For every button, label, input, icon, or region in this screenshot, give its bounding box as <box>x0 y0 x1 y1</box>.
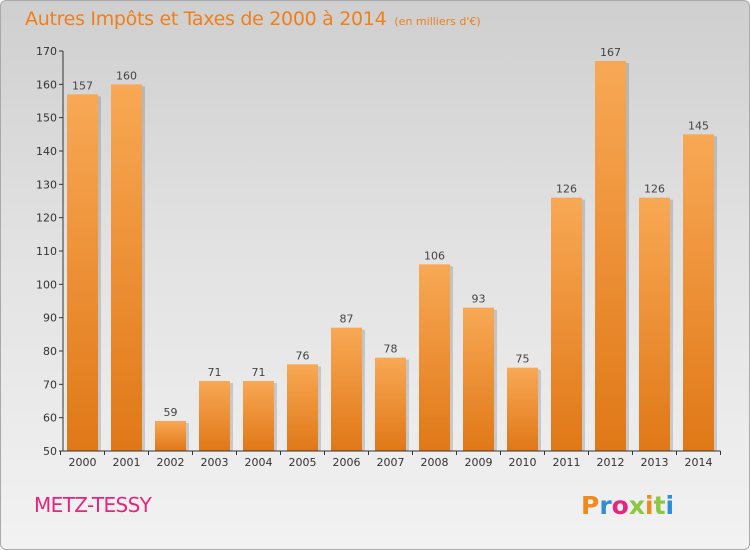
x-tick-label-2013: 2013 <box>641 456 669 469</box>
x-tick-label-2010: 2010 <box>509 456 537 469</box>
chart-title-block: Autres Impôts et Taxes de 2000 à 2014 (en… <box>25 8 481 30</box>
y-tick-label-130: 130 <box>36 178 57 191</box>
x-tick-label-2004: 2004 <box>245 456 273 469</box>
value-label-2011: 126 <box>556 183 577 196</box>
x-tick-label-2011: 2011 <box>553 456 581 469</box>
y-tick-label-90: 90 <box>43 312 57 325</box>
bar-2004 <box>243 381 274 451</box>
value-label-2008: 106 <box>424 249 445 262</box>
value-label-2010: 75 <box>516 353 530 366</box>
y-tick-label-150: 150 <box>36 112 57 125</box>
value-label-2012: 167 <box>600 46 621 59</box>
y-tick-label-80: 80 <box>43 345 57 358</box>
value-label-2009: 93 <box>472 293 486 306</box>
x-tick-label-2014: 2014 <box>685 456 713 469</box>
value-label-2013: 126 <box>644 183 665 196</box>
bar-2014 <box>683 134 714 452</box>
value-label-2014: 145 <box>688 119 709 132</box>
value-label-2003: 71 <box>208 366 222 379</box>
bar-2012 <box>595 61 626 451</box>
chart-subtitle: (en milliers d'€) <box>394 15 481 28</box>
bar-2009 <box>463 307 494 451</box>
bar-2001 <box>111 84 142 451</box>
value-label-2002: 59 <box>164 406 178 419</box>
y-tick-label-140: 140 <box>36 145 57 158</box>
x-tick-label-2003: 2003 <box>201 456 229 469</box>
bar-2011 <box>551 197 582 451</box>
value-label-2006: 87 <box>340 313 354 326</box>
commune-name: METZ-TESSY <box>34 493 152 517</box>
value-label-2007: 78 <box>384 343 398 356</box>
y-tick-label-60: 60 <box>43 412 57 425</box>
y-tick-label-120: 120 <box>36 212 57 225</box>
bar-2000 <box>67 94 98 451</box>
bar-2006 <box>331 327 362 451</box>
bar-2008 <box>419 264 450 451</box>
value-labels-layer: 157 160 59 71 71 76 87 78 106 93 75 126 167 126 145 <box>72 46 709 419</box>
chart-title: Autres Impôts et Taxes de 2000 à 2014 <box>25 8 387 30</box>
x-tick-label-2006: 2006 <box>333 456 361 469</box>
proxiti-logo[interactable]: Proxiti <box>581 491 675 520</box>
bar-2007 <box>375 357 406 451</box>
bar-2010 <box>507 367 538 451</box>
x-tick-label-2002: 2002 <box>157 456 185 469</box>
x-tick-label-2008: 2008 <box>421 456 449 469</box>
x-tick-label-2009: 2009 <box>465 456 493 469</box>
x-tick-label-2007: 2007 <box>377 456 405 469</box>
y-tick-label-70: 70 <box>43 378 57 391</box>
bars-layer <box>67 61 717 452</box>
x-tick-label-2012: 2012 <box>597 456 625 469</box>
y-tick-label-110: 110 <box>36 245 57 258</box>
bar-2002 <box>155 421 186 451</box>
y-tick-label-50: 50 <box>43 445 57 458</box>
bar-2003 <box>199 381 230 451</box>
value-label-2005: 76 <box>296 349 310 362</box>
y-tick-label-170: 170 <box>36 45 57 58</box>
y-tick-label-160: 160 <box>36 78 57 91</box>
bar-2013 <box>639 197 670 451</box>
y-tick-label-100: 100 <box>36 278 57 291</box>
x-tick-label-2001: 2001 <box>113 456 141 469</box>
value-label-2001: 160 <box>116 69 137 82</box>
bar-2005 <box>287 364 318 451</box>
axes-layer: 2000 2001 2002 2003 2004 2005 2006 2007 2008 2009… <box>36 45 721 469</box>
x-tick-label-2005: 2005 <box>289 456 317 469</box>
value-label-2004: 71 <box>252 366 266 379</box>
value-label-2000: 157 <box>72 79 93 92</box>
x-tick-label-2000: 2000 <box>69 456 97 469</box>
